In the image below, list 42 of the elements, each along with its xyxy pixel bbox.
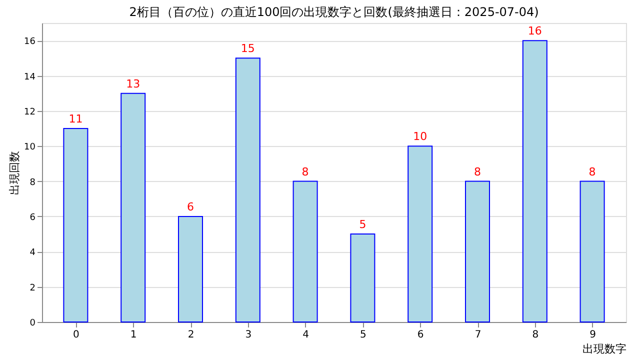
- y-tick-label: 10: [24, 142, 36, 153]
- bar: [522, 40, 548, 322]
- y-tick-label: 16: [24, 37, 36, 48]
- data-label: 15: [240, 42, 255, 56]
- bar: [235, 58, 260, 322]
- bar: [178, 216, 203, 322]
- y-tick-label: 14: [24, 72, 36, 82]
- bar: [580, 180, 605, 322]
- bar: [120, 92, 146, 322]
- y-axis-title: 出現回数: [8, 151, 22, 195]
- y-tick-label: 2: [30, 283, 36, 294]
- x-tick-label: 6: [417, 330, 424, 340]
- y-tick-label: 12: [24, 107, 36, 118]
- data-label: 8: [474, 165, 481, 178]
- x-tick-label: 4: [302, 330, 309, 340]
- data-label: 6: [187, 200, 194, 214]
- x-tick-label: 9: [590, 330, 596, 340]
- bar: [292, 180, 318, 322]
- x-tick-label: 7: [474, 330, 482, 340]
- data-label: 11: [68, 112, 83, 126]
- y-tick-label: 6: [30, 212, 36, 223]
- data-label: 10: [413, 130, 428, 144]
- y-tick-label: 8: [30, 178, 36, 188]
- data-label: 8: [588, 165, 596, 178]
- data-label: 5: [359, 218, 366, 232]
- bar: [350, 234, 376, 322]
- x-axis-title: 出現数字: [582, 342, 626, 356]
- bar: [465, 180, 490, 322]
- x-tick-label: 2: [188, 330, 194, 340]
- bar: [408, 146, 433, 322]
- chart-title: 2桁目（百の位）の直近100回の出現数字と回数(最終抽選日：2025-07-04): [129, 5, 539, 19]
- bar: [63, 128, 88, 322]
- x-tick-label: 1: [130, 330, 137, 340]
- y-tick-label: 0: [30, 318, 36, 328]
- x-tick-label: 8: [532, 330, 539, 340]
- x-tick-label: 0: [73, 330, 80, 340]
- y-tick-label: 4: [30, 248, 36, 258]
- data-label: 13: [126, 77, 140, 90]
- data-label: 16: [528, 24, 542, 38]
- data-label: 8: [302, 165, 309, 178]
- x-tick-label: 5: [360, 330, 366, 340]
- x-tick-label: 3: [245, 330, 252, 340]
